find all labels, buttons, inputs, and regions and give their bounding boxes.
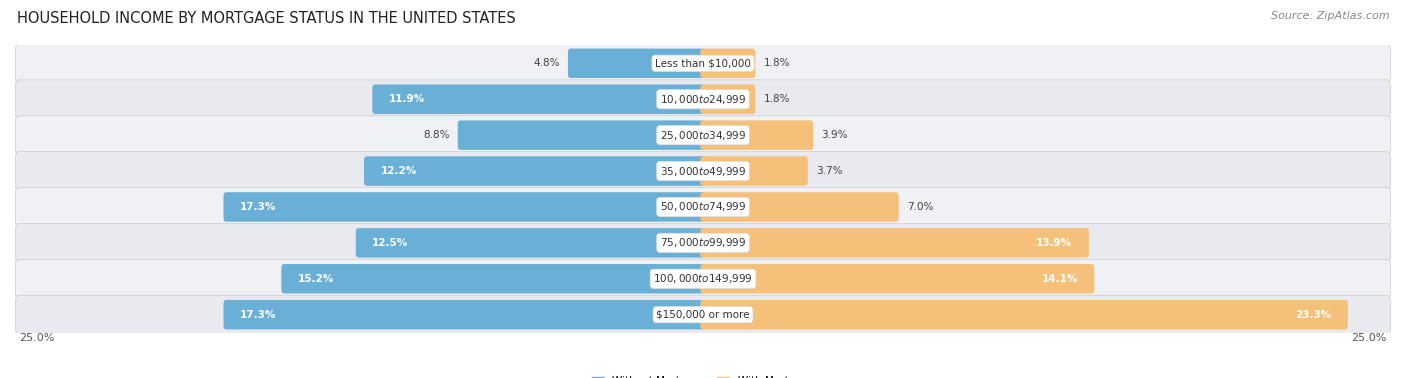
FancyBboxPatch shape [281,264,706,293]
Text: 1.8%: 1.8% [763,94,790,104]
Text: 15.2%: 15.2% [298,274,335,284]
Text: $25,000 to $34,999: $25,000 to $34,999 [659,129,747,142]
Text: 25.0%: 25.0% [20,333,55,343]
FancyBboxPatch shape [700,156,807,186]
Text: 14.1%: 14.1% [1042,274,1078,284]
Text: 13.9%: 13.9% [1036,238,1073,248]
FancyBboxPatch shape [15,223,1391,262]
Text: 12.5%: 12.5% [373,238,409,248]
FancyBboxPatch shape [15,116,1391,155]
FancyBboxPatch shape [364,156,706,186]
FancyBboxPatch shape [458,121,706,150]
FancyBboxPatch shape [373,85,706,114]
FancyBboxPatch shape [700,192,898,222]
FancyBboxPatch shape [15,80,1391,119]
FancyBboxPatch shape [700,85,755,114]
Text: 7.0%: 7.0% [907,202,934,212]
FancyBboxPatch shape [15,187,1391,226]
FancyBboxPatch shape [15,259,1391,298]
Text: 17.3%: 17.3% [240,202,277,212]
FancyBboxPatch shape [224,300,706,329]
Text: Source: ZipAtlas.com: Source: ZipAtlas.com [1271,11,1389,21]
FancyBboxPatch shape [15,44,1391,83]
Legend: Without Mortgage, With Mortgage: Without Mortgage, With Mortgage [588,372,818,378]
Text: 4.8%: 4.8% [533,58,560,68]
Text: 3.9%: 3.9% [821,130,848,140]
FancyBboxPatch shape [700,49,755,78]
FancyBboxPatch shape [15,152,1391,191]
Text: $100,000 to $149,999: $100,000 to $149,999 [654,272,752,285]
FancyBboxPatch shape [700,228,1088,257]
Text: HOUSEHOLD INCOME BY MORTGAGE STATUS IN THE UNITED STATES: HOUSEHOLD INCOME BY MORTGAGE STATUS IN T… [17,11,516,26]
Text: 8.8%: 8.8% [423,130,450,140]
Text: 12.2%: 12.2% [381,166,416,176]
FancyBboxPatch shape [568,49,706,78]
Text: $75,000 to $99,999: $75,000 to $99,999 [659,236,747,249]
Text: 17.3%: 17.3% [240,310,277,320]
Text: 11.9%: 11.9% [389,94,425,104]
FancyBboxPatch shape [15,295,1391,334]
Text: 23.3%: 23.3% [1295,310,1331,320]
Text: $50,000 to $74,999: $50,000 to $74,999 [659,200,747,214]
FancyBboxPatch shape [224,192,706,222]
Text: $10,000 to $24,999: $10,000 to $24,999 [659,93,747,106]
FancyBboxPatch shape [700,264,1094,293]
Text: 25.0%: 25.0% [1351,333,1386,343]
FancyBboxPatch shape [700,121,813,150]
FancyBboxPatch shape [356,228,706,257]
Text: $150,000 or more: $150,000 or more [657,310,749,320]
Text: 1.8%: 1.8% [763,58,790,68]
FancyBboxPatch shape [700,300,1348,329]
Text: $35,000 to $49,999: $35,000 to $49,999 [659,164,747,178]
Text: 3.7%: 3.7% [815,166,842,176]
Text: Less than $10,000: Less than $10,000 [655,58,751,68]
